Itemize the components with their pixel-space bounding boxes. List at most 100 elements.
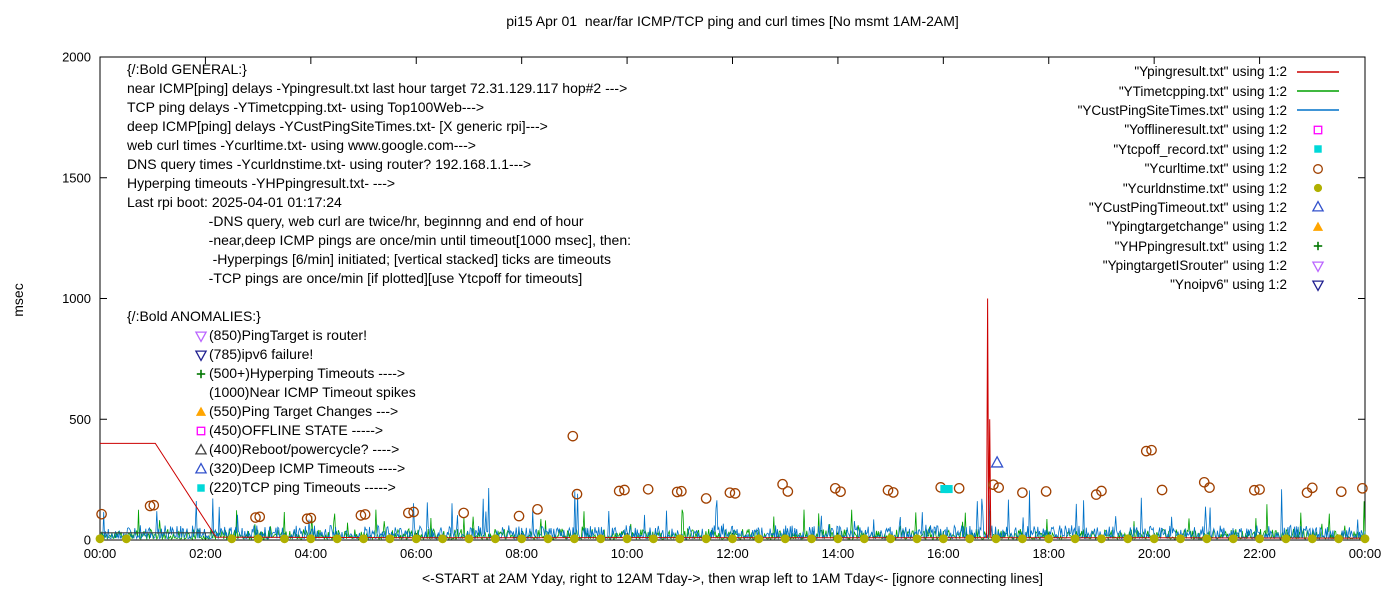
anomalies-header: {/:Bold ANOMALIES:} bbox=[127, 308, 261, 324]
general-note-line: Hyperping timeouts -YHPpingresult.txt- -… bbox=[127, 175, 396, 191]
anomaly-no-icon bbox=[193, 386, 209, 400]
series-Ytcpoff_record-marker bbox=[944, 485, 953, 494]
series-Ycurltime-marker bbox=[355, 510, 367, 521]
series-Ycurltime-marker bbox=[700, 493, 712, 504]
series-Ycurldnstime-marker bbox=[543, 534, 553, 544]
series-Ycurltime-marker bbox=[301, 513, 313, 525]
general-note-line: TCP ping delays -YTimetcpping.txt- using… bbox=[127, 99, 485, 115]
series-Ycurldnstime-marker bbox=[1202, 534, 1212, 544]
anomaly-text: (500+)Hyperping Timeouts ----> bbox=[209, 365, 406, 381]
series-Ycurltime-marker bbox=[96, 508, 107, 520]
series-Ycurltime-marker bbox=[1248, 484, 1260, 496]
series-Ycurldnstime-marker bbox=[1176, 534, 1185, 544]
triangle-down-open-glyph bbox=[194, 330, 208, 343]
series-Ycurldnstime-marker bbox=[1334, 534, 1344, 544]
series-Ycurltime-marker bbox=[532, 503, 543, 515]
series-Ycurltime-marker bbox=[1306, 482, 1318, 494]
triangle-down-open-icon bbox=[193, 348, 209, 362]
legend-label: "Ypingtargetchange" using 1:2 bbox=[1106, 219, 1287, 235]
triangle-up-open-icon bbox=[193, 461, 209, 476]
general-note-line: DNS query times -Ycurldnstime.txt- using… bbox=[127, 156, 532, 172]
general-note-line: -near,deep ICMP pings are once/min until… bbox=[127, 232, 631, 248]
series-Ycurldnstime-marker bbox=[886, 534, 896, 544]
series-Ycurltime-marker bbox=[408, 506, 419, 518]
triangle-down-open-glyph bbox=[194, 349, 208, 362]
legend-circle-open-icon bbox=[1313, 163, 1323, 174]
series-YTimetcpping bbox=[99, 501, 1366, 541]
series-Ycurltime-marker bbox=[829, 482, 841, 494]
legend-entry: "YCustPingSiteTimes.txt" using 1:2 bbox=[1078, 101, 1342, 120]
series-Ycurltime-marker bbox=[887, 487, 899, 498]
series-Ycurltime-marker bbox=[250, 512, 261, 523]
legend-label: "Ypingresult.txt" using 1:2 bbox=[1134, 64, 1287, 80]
series-Ycurltime-marker bbox=[1096, 485, 1107, 497]
anomaly-item: (400)Reboot/powercycle? ----> bbox=[127, 440, 631, 459]
series-Ycurldnstime-marker bbox=[1097, 534, 1106, 544]
series-Ypingresult bbox=[100, 298, 1366, 539]
legend-label: "YCustPingTimeout.txt" using 1:2 bbox=[1088, 199, 1287, 215]
series-Ycurltime-marker bbox=[254, 511, 266, 523]
x-tick-label: 22:00 bbox=[1243, 546, 1276, 561]
legend-square-open-icon bbox=[1313, 125, 1323, 135]
legend-entry: "Ycurldnstime.txt" using 1:2 bbox=[1078, 178, 1342, 197]
plus-icon bbox=[193, 367, 209, 381]
series-Ycurldnstime-marker bbox=[807, 534, 816, 544]
legend-line-swatch bbox=[1297, 90, 1339, 92]
series-Ycurltime-marker bbox=[148, 499, 160, 511]
series-Ycurldnstime-marker bbox=[991, 534, 1001, 544]
series-Ycurldnstime-marker bbox=[1228, 534, 1238, 544]
series-Ycurldnstime-marker bbox=[385, 534, 395, 544]
series-Ycurldnstime-marker bbox=[938, 534, 948, 544]
series-Ycurltime-marker bbox=[1254, 484, 1265, 495]
legend-circle-filled-icon bbox=[1313, 183, 1323, 193]
anomaly-item: (450)OFFLINE STATE -----> bbox=[127, 421, 631, 440]
series-Ycurltime-marker bbox=[777, 478, 788, 490]
series-Ycurltime-marker bbox=[671, 486, 683, 498]
legend-label: "Yofflineresult.txt" using 1:2 bbox=[1124, 122, 1287, 138]
x-tick-label: 18:00 bbox=[1032, 546, 1065, 561]
series-Ycurltime-marker bbox=[988, 479, 999, 491]
legend: "Ypingresult.txt" using 1:2 "YTimetcpping… bbox=[1078, 62, 1342, 295]
series-Ycurldnstime-marker bbox=[912, 534, 922, 544]
general-note-line: -DNS query, web curl are twice/hr, begin… bbox=[127, 213, 584, 229]
series-Ycurltime-marker bbox=[642, 483, 654, 495]
series-Ycurldnstime-marker bbox=[1070, 534, 1080, 544]
anomaly-text: (785)ipv6 failure! bbox=[209, 346, 314, 362]
legend-triangle-down-open-icon bbox=[1311, 280, 1325, 292]
general-note-line: near ICMP[ping] delays -Ypingresult.txt … bbox=[127, 80, 628, 96]
series-Ycurltime-marker bbox=[305, 512, 317, 524]
legend-square-filled-icon bbox=[1314, 145, 1322, 153]
series-Ycurldnstime-marker bbox=[1281, 534, 1291, 544]
series-Ycurldnstime-marker bbox=[359, 534, 368, 544]
square-open-glyph bbox=[196, 426, 206, 435]
legend-label: "Ytcpoff_record.txt" using 1:2 bbox=[1113, 141, 1287, 157]
anomaly-text: (1000)Near ICMP Timeout spikes bbox=[209, 384, 416, 400]
series-Ycurltime-marker bbox=[144, 500, 156, 512]
series-Ycurltime-marker bbox=[676, 485, 687, 497]
anomaly-text: (220)TCP ping Timeouts -----> bbox=[209, 479, 396, 495]
x-tick-label: 16:00 bbox=[927, 546, 960, 561]
x-tick-label: 20:00 bbox=[1138, 546, 1171, 561]
x-tick-label: 04:00 bbox=[295, 546, 328, 561]
y-tick-label: 2000 bbox=[62, 50, 91, 65]
general-header: {/:Bold GENERAL:} bbox=[127, 61, 247, 77]
series-Ycurldnstime-marker bbox=[1255, 534, 1265, 544]
triangle-up-filled-icon bbox=[193, 405, 209, 419]
series-YCustPingTimeout-marker bbox=[990, 455, 1004, 468]
anomaly-text: (450)OFFLINE STATE -----> bbox=[209, 422, 384, 438]
series-Ycurldnstime-marker bbox=[1360, 534, 1370, 544]
series-Ycurldnstime-marker bbox=[675, 534, 685, 544]
legend-entry: "YTimetcpping.txt" using 1:2 bbox=[1078, 81, 1342, 100]
triangle-up-open-glyph bbox=[194, 461, 208, 474]
legend-entry: "Ypingtargetchange" using 1:2 bbox=[1078, 217, 1342, 236]
general-note-line: -TCP pings are once/min [if plotted][use… bbox=[127, 270, 583, 286]
series-Ycurltime-marker bbox=[782, 486, 794, 497]
square-filled-glyph bbox=[197, 483, 205, 492]
series-Ycurltime-marker bbox=[1017, 487, 1028, 498]
legend-line-swatch bbox=[1297, 109, 1339, 112]
anomaly-text: (400)Reboot/powercycle? ----> bbox=[209, 441, 400, 457]
legend-entry: "YCustPingTimeout.txt" using 1:2 bbox=[1078, 198, 1342, 217]
series-Ycurldnstime-marker bbox=[1044, 534, 1054, 544]
x-tick-label: 14:00 bbox=[822, 546, 855, 561]
